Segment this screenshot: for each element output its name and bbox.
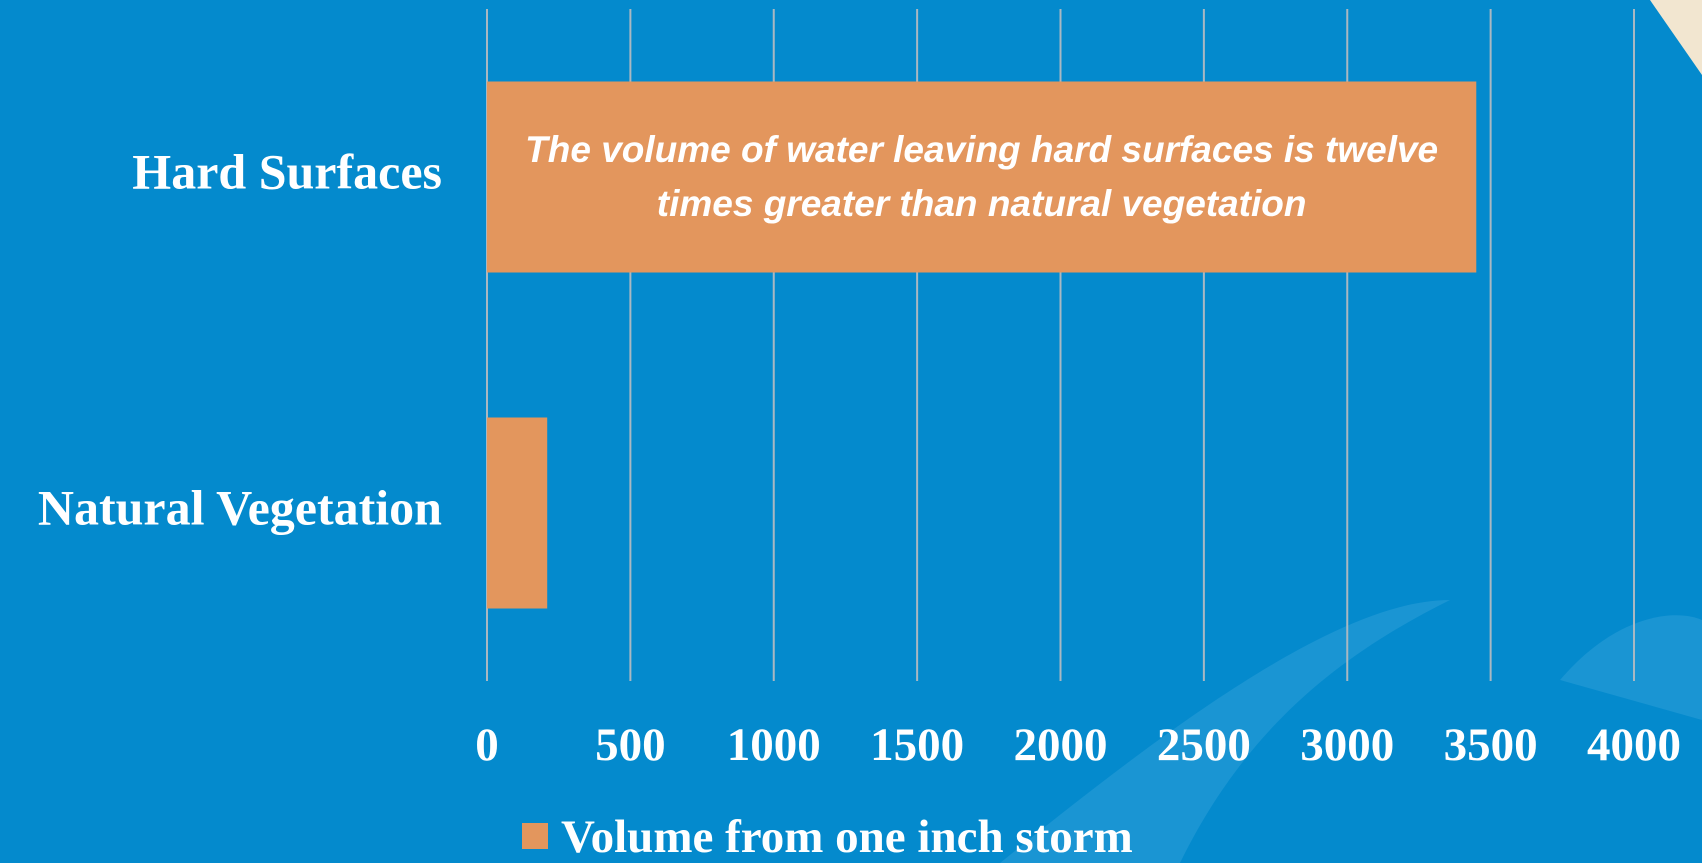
x-tick-label: 1500 [870, 719, 964, 771]
x-tick-label: 3000 [1300, 719, 1394, 771]
x-tick-label: 2500 [1157, 719, 1251, 771]
bar [487, 417, 548, 609]
annotation: The volume of water leaving hard surface… [525, 129, 1439, 224]
y-tick-label: Natural Vegetation [38, 479, 442, 535]
x-tick-label: 4000 [1587, 719, 1681, 771]
x-tick-label: 3500 [1444, 719, 1538, 771]
corner-decoration [1650, 0, 1702, 75]
bar [487, 81, 1477, 273]
x-tick-label: 0 [475, 719, 499, 771]
y-tick-label: Hard Surfaces [132, 143, 442, 199]
watermark [1560, 615, 1702, 720]
watermark [1000, 600, 1450, 863]
legend-swatch [522, 823, 548, 849]
x-tick-label: 500 [595, 719, 666, 771]
x-tick-label: 2000 [1014, 719, 1108, 771]
legend-label: Volume from one inch storm [561, 811, 1133, 863]
x-tick-label: 1000 [727, 719, 821, 771]
